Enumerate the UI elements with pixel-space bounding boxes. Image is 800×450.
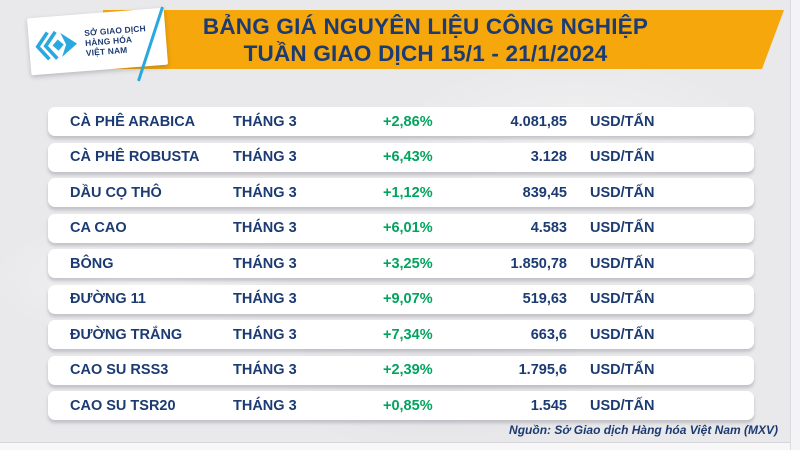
price-unit: USD/TẤN [590, 397, 655, 414]
contract-month: THÁNG 3 [233, 397, 297, 414]
price-unit: USD/TẤN [590, 362, 655, 378]
contract-month: THÁNG 3 [233, 113, 297, 130]
commodity-name: CAO SU TSR20 [70, 397, 176, 414]
commodity-name: ĐƯỜNG 11 [70, 291, 146, 307]
contract-month: THÁNG 3 [233, 255, 297, 272]
table-row: CA CAO THÁNG 3 +6,01% 4.583 USD/TẤN [48, 213, 754, 243]
weekly-change: +6,01% [383, 220, 433, 236]
weekly-change: +1,12% [383, 184, 433, 201]
table-row: DẦU CỌ THÔ THÁNG 3 +1,12% 839,45 USD/TẤN [48, 178, 754, 207]
weekly-change: +2,39% [383, 362, 433, 378]
weekly-change: +2,86% [383, 113, 433, 130]
price-unit: USD/TẤN [590, 184, 655, 201]
right-edge [790, 0, 800, 450]
price-value: 839,45 [522, 184, 567, 201]
mxv-logo-text: SỞ GIAO DỊCH HÀNG HÓA VIỆT NAM [84, 23, 148, 58]
weekly-change: +6,43% [383, 149, 433, 165]
price-value: 4.583 [530, 220, 567, 236]
weekly-change: +3,25% [383, 255, 433, 272]
commodity-name: CA CAO [70, 220, 127, 236]
contract-month: THÁNG 3 [233, 220, 297, 236]
price-unit: USD/TẤN [590, 255, 655, 272]
weekly-change: +7,34% [383, 326, 433, 343]
contract-month: THÁNG 3 [233, 291, 297, 307]
title-banner: BẢNG GIÁ NGUYÊN LIỆU CÔNG NGHIỆP TUẦN GI… [103, 10, 784, 69]
source-attribution: Nguồn: Sở Giao dịch Hàng hóa Việt Nam (M… [509, 423, 778, 437]
commodity-name: DẦU CỌ THÔ [70, 184, 162, 201]
page-subtitle: TUẦN GIAO DỊCH 15/1 - 21/1/2024 [243, 40, 608, 66]
price-unit: USD/TẤN [590, 220, 655, 236]
contract-month: THÁNG 3 [233, 149, 297, 165]
bottom-edge [0, 442, 800, 450]
commodity-name: ĐƯỜNG TRẮNG [70, 326, 183, 343]
contract-month: THÁNG 3 [233, 326, 297, 343]
commodity-name: BÔNG [70, 255, 114, 272]
price-unit: USD/TẤN [590, 291, 655, 307]
price-unit: USD/TẤN [590, 113, 655, 130]
price-value: 1.795,6 [518, 362, 567, 378]
price-value: 663,6 [530, 326, 567, 343]
weekly-change: +0,85% [383, 397, 433, 414]
price-value: 1.545 [530, 397, 567, 414]
page-title: BẢNG GIÁ NGUYÊN LIỆU CÔNG NGHIỆP [202, 13, 649, 39]
price-table: CÀ PHÊ ARABICA THÁNG 3 +2,86% 4.081,85 U… [48, 107, 754, 427]
weekly-change: +9,07% [383, 291, 433, 307]
commodity-name: CÀ PHÊ ROBUSTA [70, 149, 200, 165]
price-unit: USD/TẤN [590, 326, 655, 343]
table-row: CAO SU RSS3 THÁNG 3 +2,39% 1.795,6 USD/T… [48, 355, 754, 385]
price-unit: USD/TẤN [590, 149, 655, 165]
commodity-name: CÀ PHÊ ARABICA [70, 113, 196, 130]
price-value: 4.081,85 [510, 113, 567, 130]
table-row: ĐƯỜNG TRẮNG THÁNG 3 +7,34% 663,6 USD/TẤN [48, 320, 754, 349]
table-row: BÔNG THÁNG 3 +3,25% 1.850,78 USD/TẤN [48, 249, 754, 278]
table-row: CÀ PHÊ ARABICA THÁNG 3 +2,86% 4.081,85 U… [48, 107, 754, 136]
table-row: CÀ PHÊ ROBUSTA THÁNG 3 +6,43% 3.128 USD/… [48, 142, 754, 172]
mxv-logo: SỞ GIAO DỊCH HÀNG HÓA VIỆT NAM [26, 7, 169, 76]
price-value: 1.850,78 [510, 255, 567, 272]
contract-month: THÁNG 3 [233, 362, 297, 378]
price-value: 519,63 [522, 291, 567, 307]
commodity-name: CAO SU RSS3 [70, 362, 169, 378]
contract-month: THÁNG 3 [233, 184, 297, 201]
table-row: ĐƯỜNG 11 THÁNG 3 +9,07% 519,63 USD/TẤN [48, 284, 754, 314]
mxv-logo-icon [35, 30, 78, 60]
table-row: CAO SU TSR20 THÁNG 3 +0,85% 1.545 USD/TẤ… [48, 391, 754, 420]
price-value: 3.128 [530, 149, 567, 165]
